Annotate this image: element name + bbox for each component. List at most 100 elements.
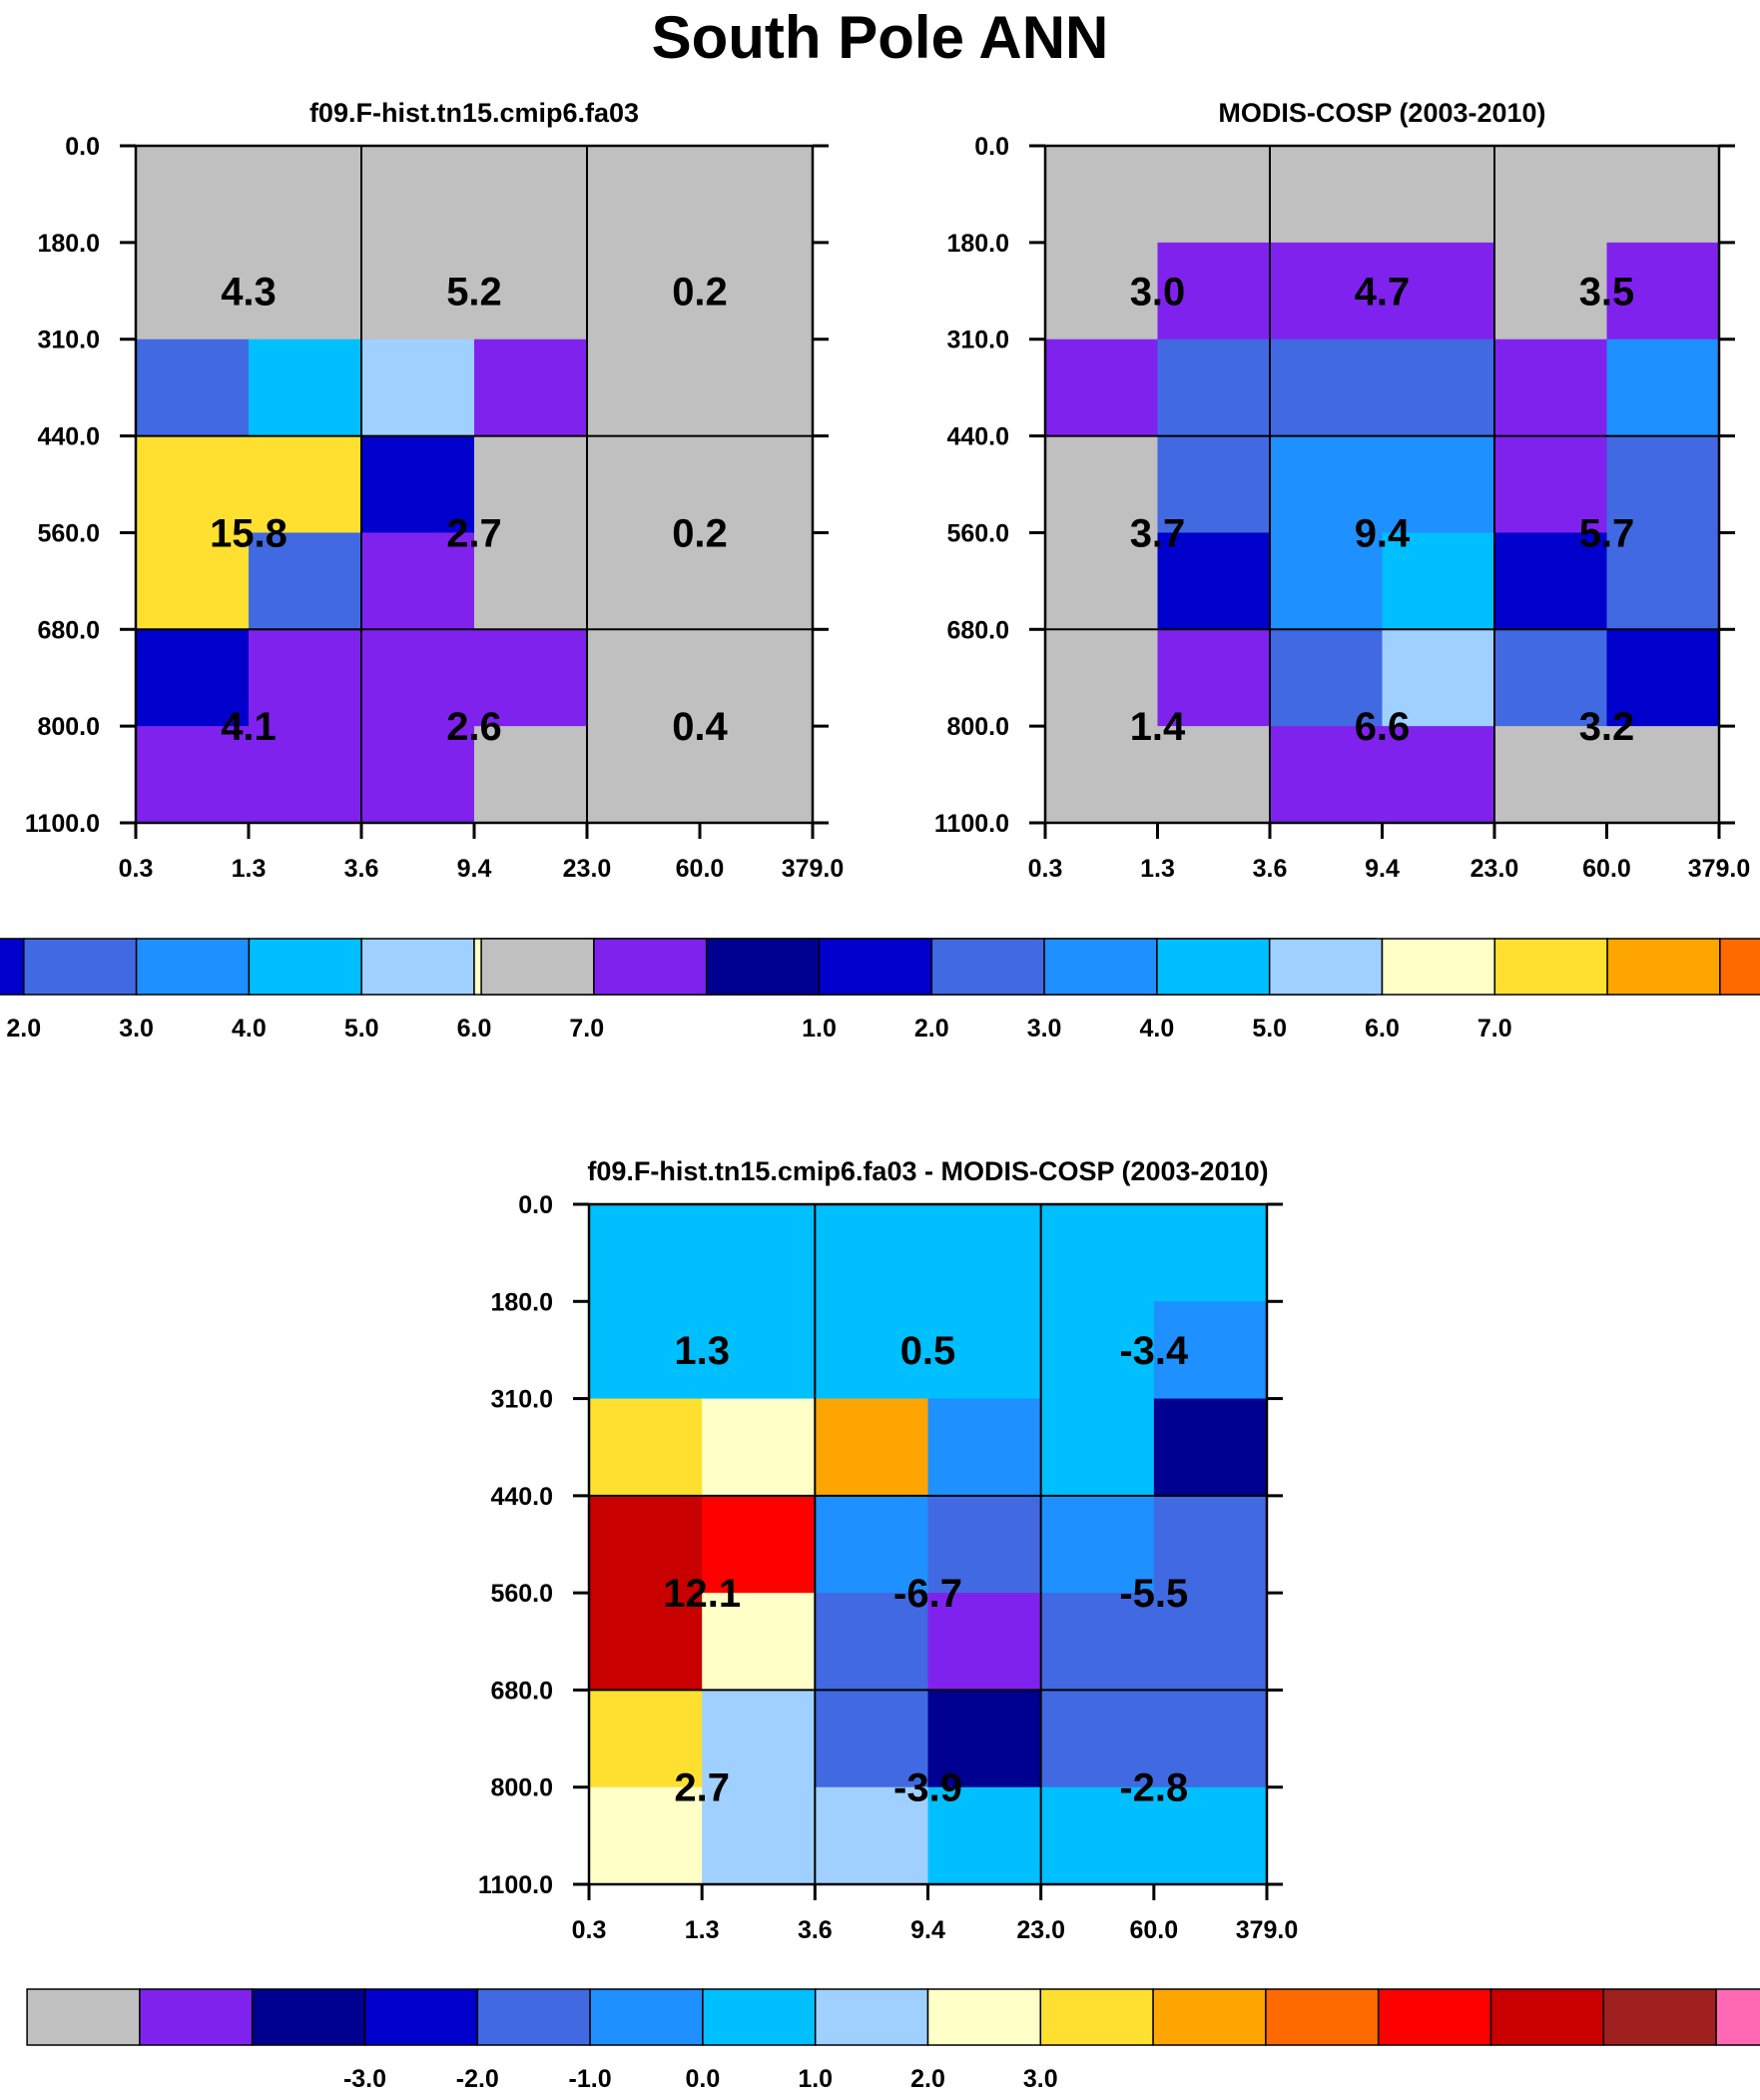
box-value-label: 0.2 <box>672 270 728 314</box>
heatmap-cell <box>1270 726 1384 824</box>
box-value-label: -3.9 <box>893 1766 962 1810</box>
colorbar-swatch <box>1265 1988 1380 2046</box>
box-value-label: 12.1 <box>663 1572 741 1616</box>
heatmap-cell <box>1270 629 1384 727</box>
heatmap-cell <box>700 532 814 630</box>
colorbar-swatch <box>1606 938 1721 996</box>
heatmap-cell <box>1045 242 1159 341</box>
y-tick-label: 180.0 <box>490 1288 553 1316</box>
colorbar-swatch <box>476 1988 591 2046</box>
heatmap-cell <box>1040 1690 1155 1788</box>
heatmap-cell <box>1045 532 1159 630</box>
heatmap-cell <box>815 1786 929 1885</box>
heatmap-cell <box>474 339 588 437</box>
x-tick-label: 1.3 <box>232 855 267 883</box>
colorbar-swatch <box>1156 938 1271 996</box>
box-value-label: 6.6 <box>1355 705 1411 749</box>
colorbar-swatch <box>1152 1988 1267 2046</box>
heatmap-cell <box>1270 242 1384 341</box>
x-tick-label: 379.0 <box>782 855 845 883</box>
box-value-label: 3.5 <box>1579 270 1635 314</box>
box-value-label: -6.7 <box>893 1572 962 1616</box>
heatmap-cell <box>700 146 814 244</box>
heatmap-cell <box>1494 146 1608 244</box>
heatmap-cell <box>1270 339 1384 437</box>
colorbar-label: 2.0 <box>910 2065 945 2093</box>
heatmap-cell <box>474 532 588 630</box>
heatmap-cell <box>702 1301 816 1400</box>
heatmap-cell <box>927 1593 1042 1692</box>
colorbar-label: 5.0 <box>1252 1015 1287 1043</box>
x-tick-label: 23.0 <box>1016 1916 1065 1944</box>
heatmap-cell <box>249 532 362 630</box>
heatmap-cell <box>702 1593 816 1692</box>
y-tick-label: 800.0 <box>490 1774 553 1802</box>
colorbar-label: 5.0 <box>344 1015 379 1043</box>
heatmap-cell <box>1606 339 1720 437</box>
heatmap-cell <box>927 1398 1042 1497</box>
heatmap-cell <box>136 146 250 244</box>
y-tick-label: 310.0 <box>37 327 100 354</box>
y-tick-label: 680.0 <box>37 616 100 644</box>
heatmap-cell <box>1040 1495 1155 1594</box>
colorbar-swatch <box>818 938 933 996</box>
heatmap-cell <box>249 726 362 824</box>
heatmap-cell <box>815 1204 929 1302</box>
y-tick-label: 440.0 <box>490 1483 553 1511</box>
heatmap-cell <box>1153 1786 1268 1885</box>
heatmap-cell <box>1153 1398 1268 1497</box>
heatmap-cell <box>1494 339 1608 437</box>
box-value-label: -3.4 <box>1119 1329 1189 1373</box>
x-tick-label: 379.0 <box>1688 855 1751 883</box>
heatmap-cell <box>361 726 475 824</box>
heatmap-cell <box>587 726 701 824</box>
box-value-label: 0.5 <box>900 1329 956 1373</box>
box-value-label: 15.8 <box>210 511 288 555</box>
heatmap-cell <box>361 629 475 727</box>
heatmap-cell <box>1040 1398 1155 1497</box>
colorbar-swatch <box>360 938 475 996</box>
y-tick-label: 310.0 <box>946 327 1009 354</box>
heatmap-cell <box>361 242 475 341</box>
box-value-label: 5.7 <box>1579 511 1635 555</box>
heatmap-cell <box>815 1495 929 1594</box>
page-title: South Pole ANN <box>651 4 1109 71</box>
heatmap-cell <box>249 629 362 727</box>
colorbar-swatch <box>1381 938 1496 996</box>
colorbar-swatch <box>705 938 821 996</box>
colorbar-label: -2.0 <box>456 2065 499 2093</box>
heatmap-cell <box>927 1690 1042 1788</box>
heatmap-cell <box>1494 726 1608 824</box>
heatmap-cell <box>1606 242 1720 341</box>
heatmap-cell <box>474 146 588 244</box>
heatmap-cell <box>1494 242 1608 341</box>
heatmap-cell <box>1157 146 1271 244</box>
box-value-label: 4.1 <box>221 705 277 749</box>
colorbar-swatch <box>480 938 595 996</box>
heatmap-cell <box>589 1204 703 1302</box>
x-tick-label: 60.0 <box>1582 855 1631 883</box>
heatmap-cell <box>700 629 814 727</box>
colorbar-label: 6.0 <box>457 1015 492 1043</box>
y-tick-label: 180.0 <box>37 230 100 258</box>
colorbar-swatch <box>926 1988 1042 2046</box>
heatmap-cell <box>1157 532 1271 630</box>
heatmap-cell <box>587 532 701 630</box>
y-tick-label: 680.0 <box>946 616 1009 644</box>
colorbar-label: -1.0 <box>569 2065 612 2093</box>
heatmap-cell <box>587 146 701 244</box>
heatmap-cell <box>1157 629 1271 727</box>
x-tick-label: 23.0 <box>563 855 612 883</box>
colorbar-swatch <box>23 938 138 996</box>
heatmap-cell <box>1382 339 1495 437</box>
heatmap-cell <box>587 339 701 437</box>
colorbar-swatch <box>1493 938 1608 996</box>
colorbar-swatch <box>1377 1988 1492 2046</box>
heatmap-cell <box>927 1786 1042 1885</box>
y-tick-label: 0.0 <box>518 1191 553 1219</box>
y-tick-label: 0.0 <box>65 133 100 161</box>
colorbar-label: 3.0 <box>119 1015 154 1043</box>
heatmap-cell <box>1157 242 1271 341</box>
colorbar-swatch <box>1715 1988 1760 2046</box>
